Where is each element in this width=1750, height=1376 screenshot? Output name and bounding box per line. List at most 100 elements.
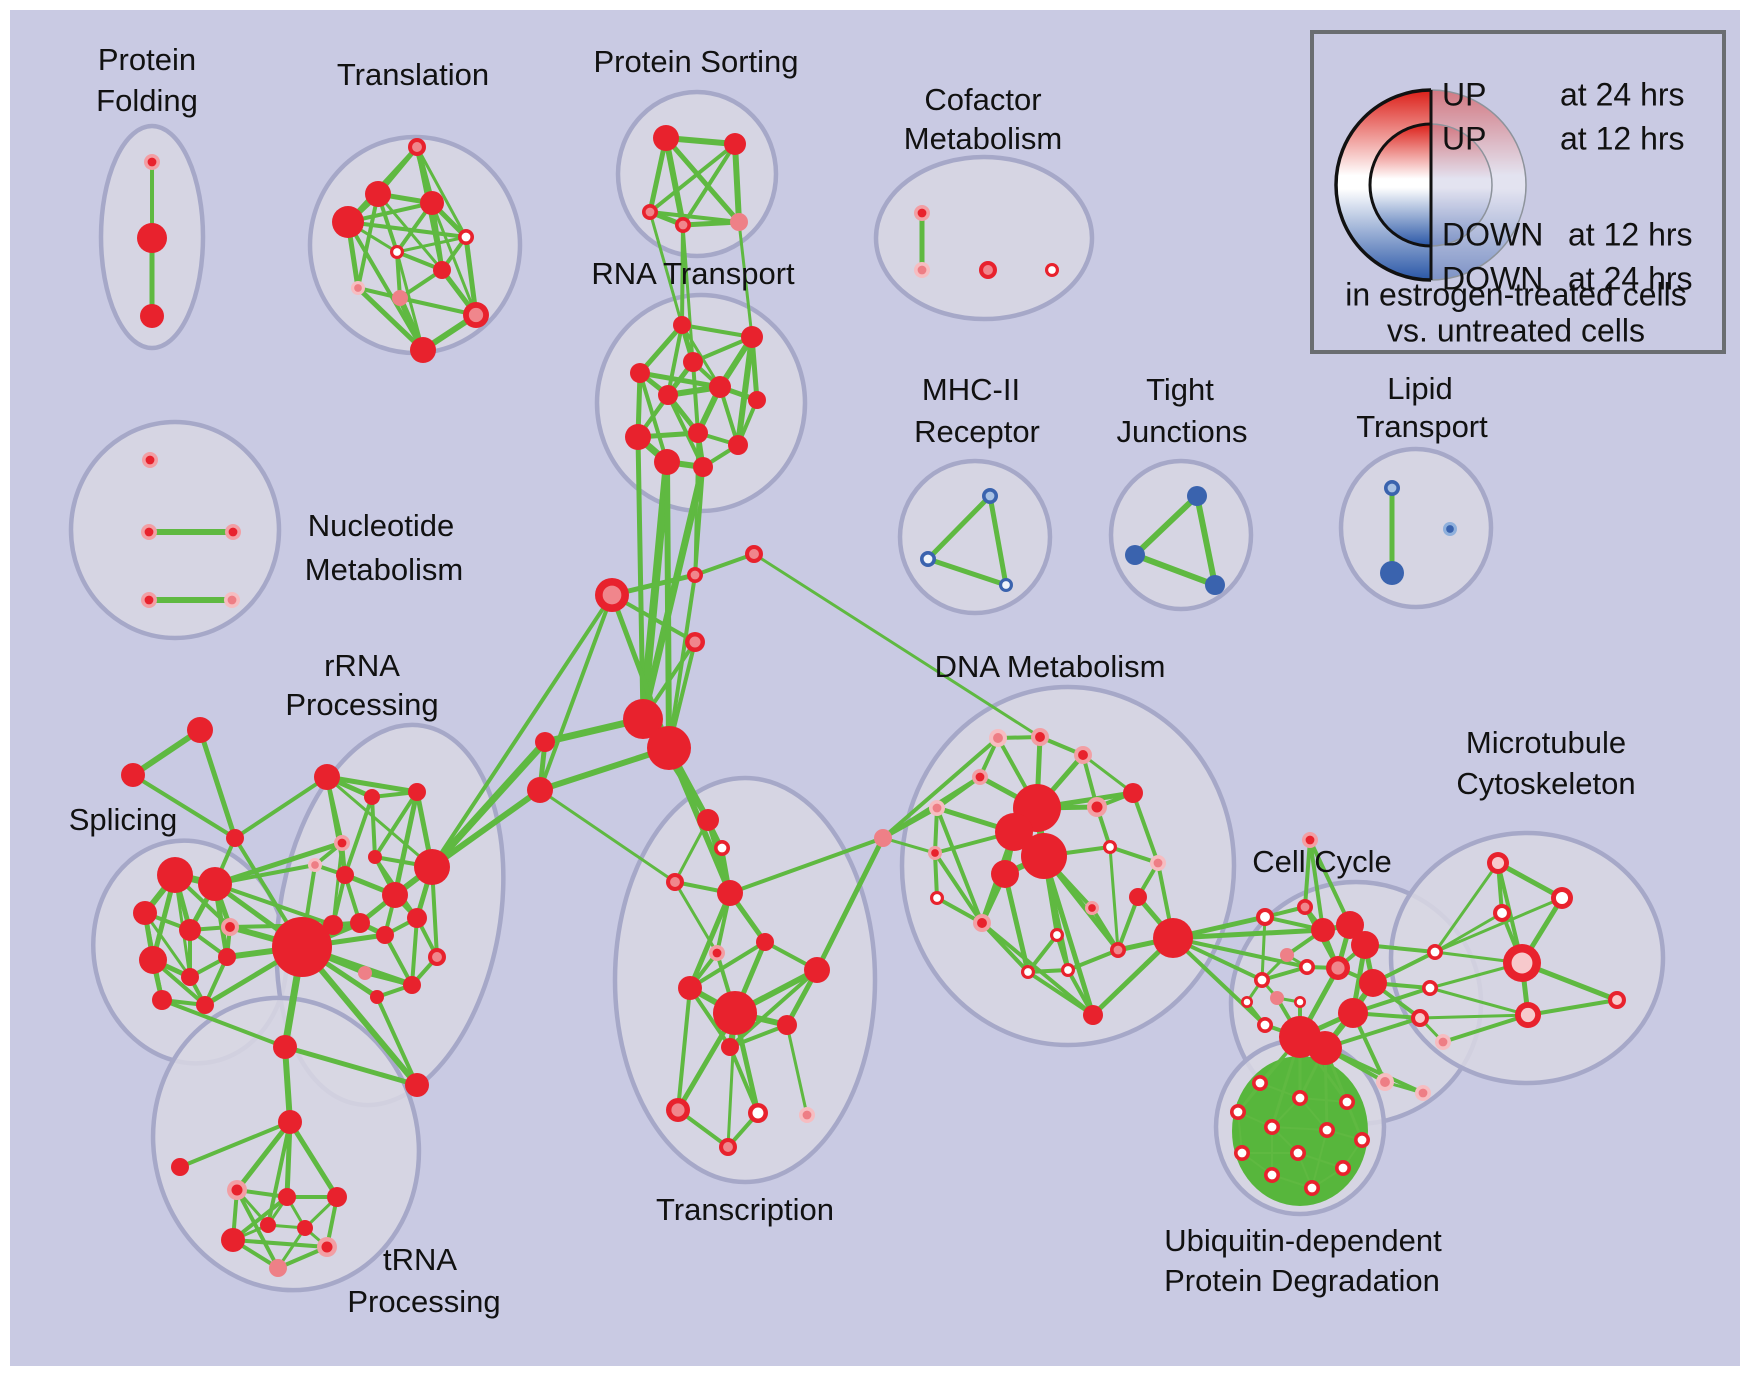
network-edge [1194, 493, 1218, 588]
network-node [1257, 1017, 1273, 1033]
node-center [1497, 908, 1507, 918]
network-node [403, 976, 421, 994]
network-node [1061, 963, 1075, 977]
network-edge [324, 774, 420, 795]
network-node [1422, 980, 1438, 996]
node-center [1438, 1037, 1448, 1047]
network-node [1270, 991, 1284, 1005]
network-edge [1132, 552, 1218, 588]
node-ring [1205, 575, 1225, 595]
node-ring [1129, 888, 1147, 906]
network-edge [376, 192, 444, 272]
node-center [1237, 1148, 1247, 1158]
network-node [1252, 1075, 1268, 1091]
node-ring [647, 726, 691, 770]
network-node [1411, 1009, 1429, 1027]
legend-entry-time-4: at 24 hrs [1568, 260, 1693, 296]
node-center [985, 491, 995, 501]
node-center [933, 894, 941, 902]
node-center [1305, 835, 1315, 845]
node-center [975, 772, 985, 782]
network-node [709, 945, 725, 961]
network-node [1074, 746, 1092, 764]
node-center [1088, 904, 1096, 912]
network-node [1256, 908, 1274, 926]
node-ring [1311, 918, 1335, 942]
network-edge [1323, 1046, 1425, 1095]
network-edge [639, 458, 671, 723]
network-node [928, 846, 942, 860]
network-node [709, 376, 731, 398]
network-node [647, 726, 691, 770]
node-center [689, 636, 701, 648]
cluster-label-rna-transport-line-1: RNA Transport [591, 256, 795, 291]
node-center [1295, 1093, 1305, 1103]
network-node [799, 1107, 815, 1123]
network-node [198, 867, 232, 901]
network-node [1297, 899, 1313, 915]
network-edge [728, 1023, 789, 1049]
node-ring [1187, 486, 1207, 506]
network-node [1264, 1119, 1280, 1135]
network-edge [648, 210, 684, 327]
network-edge [688, 940, 767, 990]
node-center [671, 1103, 685, 1117]
node-center [1415, 1013, 1425, 1023]
network-edge [925, 556, 1009, 588]
network-node [428, 948, 446, 966]
network-node [278, 1188, 296, 1206]
node-center [147, 157, 157, 167]
node-ring [121, 763, 145, 787]
network-edge [637, 322, 685, 376]
node-ring [697, 809, 719, 831]
network-node [1608, 991, 1626, 1009]
network-edge [1041, 853, 1096, 1018]
network-node [157, 857, 193, 893]
node-center [1078, 750, 1088, 760]
network-edge [282, 1044, 420, 1088]
node-center [917, 208, 927, 218]
node-ring [410, 337, 436, 363]
node-center [723, 1142, 733, 1152]
edges-layer [130, 135, 1620, 1270]
node-ring [382, 882, 408, 908]
cluster-label-mhc-ii-receptor-line-1: MHC-II [922, 372, 1020, 407]
node-center [749, 549, 759, 559]
node-ring [741, 326, 763, 348]
network-edge [1433, 911, 1504, 954]
network-node [1304, 1180, 1320, 1196]
node-center [931, 849, 939, 857]
node-center [1153, 858, 1163, 868]
network-edge [395, 235, 468, 254]
network-node [693, 457, 713, 477]
network-node [224, 592, 240, 608]
network-edge [1171, 936, 1267, 1027]
node-center [321, 1241, 333, 1253]
node-ring [139, 946, 167, 974]
network-node [1415, 1085, 1431, 1101]
network-edge [728, 836, 885, 895]
node-center [1296, 998, 1304, 1006]
network-node [717, 880, 743, 906]
node-center [678, 220, 688, 230]
network-node [920, 551, 936, 567]
node-center [1091, 801, 1103, 813]
node-ring [408, 783, 426, 801]
node-center [993, 733, 1003, 743]
network-node [1123, 783, 1143, 803]
node-center [228, 527, 238, 537]
node-center [1024, 968, 1032, 976]
legend-entry-time-3: at 12 hrs [1568, 216, 1693, 252]
network-node [171, 1158, 189, 1176]
node-center [690, 570, 700, 580]
network-edge [785, 1023, 809, 1117]
network-edge [1441, 1013, 1530, 1044]
cluster-label-transcription-line-1: Transcription [656, 1192, 834, 1227]
node-center [1233, 1107, 1243, 1117]
node-center [645, 207, 655, 217]
network-node [999, 578, 1013, 592]
network-edge [680, 323, 754, 339]
network-node [137, 223, 167, 253]
network-edge [131, 773, 237, 840]
